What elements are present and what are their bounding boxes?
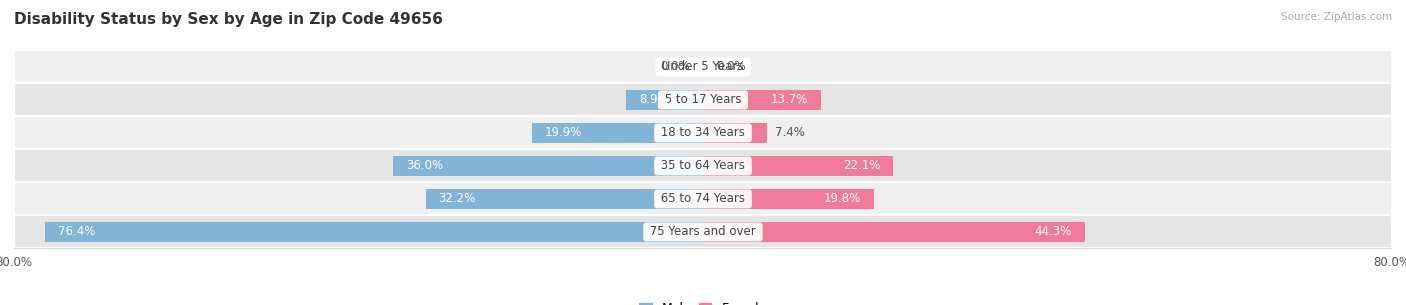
Text: 35 to 64 Years: 35 to 64 Years <box>657 160 749 172</box>
Bar <box>45 222 703 242</box>
Bar <box>703 123 766 143</box>
Bar <box>626 90 703 110</box>
Text: 76.4%: 76.4% <box>58 225 96 239</box>
Bar <box>426 189 703 209</box>
Bar <box>14 182 1392 215</box>
Bar <box>14 149 1392 182</box>
Text: 22.1%: 22.1% <box>844 160 880 172</box>
Text: 5 to 17 Years: 5 to 17 Years <box>661 93 745 106</box>
Bar <box>531 123 703 143</box>
Bar <box>14 117 1392 149</box>
Text: 0.0%: 0.0% <box>716 60 745 74</box>
Text: 13.7%: 13.7% <box>770 93 808 106</box>
Bar <box>14 84 1392 117</box>
Text: 75 Years and over: 75 Years and over <box>647 225 759 239</box>
Text: 18 to 34 Years: 18 to 34 Years <box>657 127 749 139</box>
Text: Under 5 Years: Under 5 Years <box>658 60 748 74</box>
Text: 36.0%: 36.0% <box>406 160 443 172</box>
Bar <box>392 156 703 176</box>
Text: 7.4%: 7.4% <box>775 127 806 139</box>
Text: 32.2%: 32.2% <box>439 192 475 206</box>
Bar <box>14 215 1392 249</box>
Bar <box>703 156 893 176</box>
Legend: Male, Female: Male, Female <box>634 297 772 305</box>
Text: 44.3%: 44.3% <box>1035 225 1071 239</box>
Text: 19.8%: 19.8% <box>824 192 860 206</box>
Text: 0.0%: 0.0% <box>661 60 690 74</box>
Text: 65 to 74 Years: 65 to 74 Years <box>657 192 749 206</box>
Text: 19.9%: 19.9% <box>544 127 582 139</box>
Bar <box>703 222 1084 242</box>
Bar <box>14 50 1392 84</box>
Text: Disability Status by Sex by Age in Zip Code 49656: Disability Status by Sex by Age in Zip C… <box>14 12 443 27</box>
Bar <box>703 189 873 209</box>
Text: Source: ZipAtlas.com: Source: ZipAtlas.com <box>1281 12 1392 22</box>
Bar <box>703 90 821 110</box>
Text: 8.9%: 8.9% <box>640 93 669 106</box>
